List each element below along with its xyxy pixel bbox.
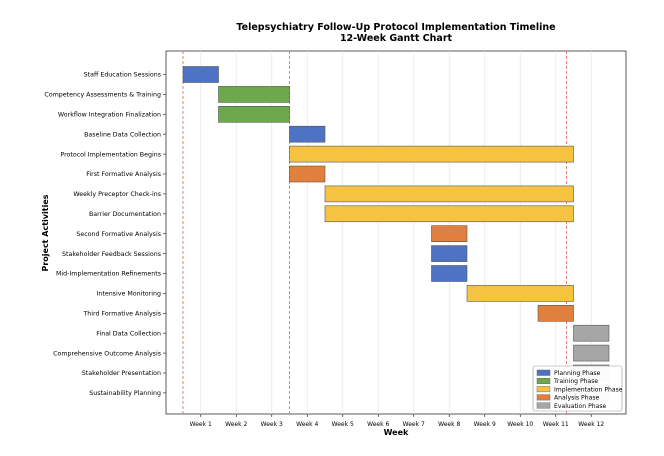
y-tick-label: Baseline Data Collection bbox=[84, 131, 161, 138]
y-tick-label: Mid-Implementation Refinements bbox=[56, 271, 161, 278]
x-tick-label: Week 11 bbox=[543, 421, 569, 428]
y-tick-label: Third Formative Analysis bbox=[82, 311, 161, 318]
task-bar bbox=[218, 106, 290, 123]
y-tick-label: Intensive Monitoring bbox=[97, 291, 162, 298]
task-bar bbox=[431, 265, 468, 282]
plot-area bbox=[165, 50, 627, 415]
task-bar bbox=[182, 66, 219, 83]
x-tick-label: Week 4 bbox=[296, 421, 318, 428]
legend-swatch bbox=[536, 378, 551, 384]
legend-label: Training Phase bbox=[553, 378, 598, 385]
task-bar bbox=[324, 185, 574, 203]
legend-swatch bbox=[536, 402, 551, 409]
x-tick-label: Week 8 bbox=[438, 421, 460, 428]
x-tick-label: Week 2 bbox=[225, 421, 247, 428]
x-tick-label: Week 10 bbox=[507, 421, 533, 428]
task-bar bbox=[289, 125, 326, 143]
x-tick-label: Week 12 bbox=[578, 421, 604, 428]
y-tick-label: Stakeholder Presentation bbox=[82, 370, 161, 377]
y-tick-label: Comprehensive Outcome Analysis bbox=[53, 350, 161, 357]
y-tick-label: Competency Assessments & Training bbox=[44, 92, 161, 99]
x-tick-label: Week 1 bbox=[190, 421, 212, 428]
x-tick-layer: Week 1 Week 2 Week 3 Week 4 Week 5 Week 6 Week… bbox=[190, 414, 604, 428]
y-tick-label: First Formative Analysis bbox=[86, 171, 161, 178]
y-tick-label: Barrier Documentation bbox=[89, 211, 161, 218]
chart-subtitle: 12-Week Gantt Chart bbox=[340, 33, 453, 44]
legend-swatch bbox=[536, 386, 551, 393]
y-tick-label: Staff Education Sessions bbox=[84, 72, 161, 79]
legend-swatch bbox=[536, 394, 551, 401]
task-bar bbox=[573, 344, 610, 362]
x-tick-label: Week 3 bbox=[261, 421, 283, 428]
x-tick-label: Week 9 bbox=[474, 421, 496, 428]
task-bar bbox=[218, 86, 290, 103]
y-tick-layer: Staff Education Sessions Competency Asses… bbox=[44, 72, 166, 397]
y-axis-label: Project Activities bbox=[41, 194, 50, 271]
legend-label: Planning Phase bbox=[554, 370, 601, 377]
task-bar bbox=[289, 145, 574, 163]
y-tick-label: Stakeholder Feedback Sessions bbox=[62, 251, 161, 258]
task-bar bbox=[537, 304, 574, 322]
y-tick-label: Protocol Implementation Begins bbox=[60, 151, 161, 158]
x-tick-label: Week 5 bbox=[332, 421, 354, 428]
x-tick-label: Week 7 bbox=[403, 421, 425, 428]
task-bar bbox=[431, 225, 468, 242]
x-tick-label: Week 6 bbox=[367, 421, 389, 428]
legend-label: Evaluation Phase bbox=[554, 403, 607, 410]
chart-title: Telepsychiatry Follow-Up Protocol Implem… bbox=[236, 22, 555, 33]
task-bar bbox=[431, 245, 468, 262]
y-tick-label: Sustainability Planning bbox=[89, 390, 161, 397]
task-bar bbox=[324, 205, 574, 223]
legend-label: Implementation Phase bbox=[554, 386, 623, 393]
legend-label: Analysis Phase bbox=[554, 395, 599, 402]
y-tick-label: Workflow Integration Finalization bbox=[58, 112, 161, 119]
y-tick-label: Second Formative Analysis bbox=[76, 231, 161, 238]
task-bar bbox=[289, 165, 326, 183]
legend-box bbox=[532, 365, 623, 412]
task-bar bbox=[573, 324, 610, 342]
y-tick-label: Weekly Preceptor Check-ins bbox=[73, 191, 161, 198]
legend-swatch bbox=[536, 369, 551, 376]
task-bar bbox=[466, 285, 574, 302]
x-axis-label: Week bbox=[384, 428, 409, 437]
y-tick-label: Final Data Collection bbox=[96, 330, 161, 337]
